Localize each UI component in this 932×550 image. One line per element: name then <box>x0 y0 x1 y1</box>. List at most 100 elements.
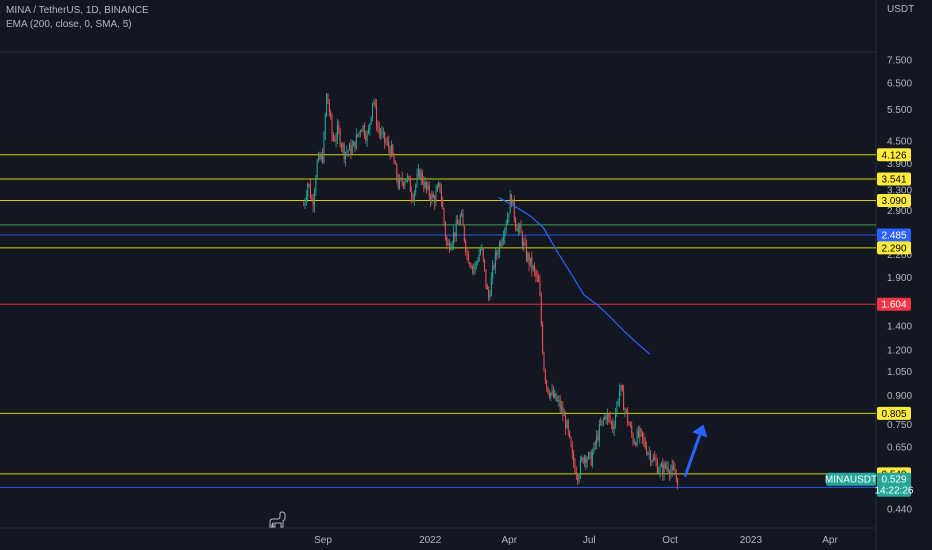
candle-body <box>631 425 633 435</box>
candle-body <box>334 140 336 142</box>
candle-body <box>517 227 519 232</box>
candle-body <box>529 257 531 265</box>
candle <box>550 392 552 402</box>
y-tick-label: 0.900 <box>887 391 912 402</box>
candle-body <box>604 416 606 420</box>
candle-body <box>407 176 409 180</box>
candle-body <box>490 277 492 296</box>
candle-body <box>408 176 410 179</box>
candle <box>606 408 608 426</box>
horizontal-levels <box>0 154 876 488</box>
candle-body <box>319 154 321 160</box>
candle <box>307 181 309 202</box>
candle-body <box>621 385 623 391</box>
current-price-background <box>877 472 911 497</box>
candle-body <box>578 475 580 481</box>
candle-body <box>436 186 438 192</box>
candle <box>459 213 461 227</box>
candle <box>316 158 318 180</box>
candle-body <box>339 130 341 146</box>
candle <box>420 168 422 186</box>
candle <box>525 239 527 263</box>
candle-body <box>378 128 380 132</box>
candle <box>473 263 475 276</box>
candle <box>407 173 409 183</box>
candle-body <box>328 103 330 113</box>
candle <box>443 207 445 227</box>
candle <box>551 383 553 396</box>
candle-body <box>401 178 403 183</box>
candle-body <box>573 453 575 464</box>
candle-body <box>340 145 342 148</box>
candle-body <box>323 134 325 163</box>
candle <box>415 183 417 197</box>
candle <box>639 425 641 445</box>
level-tag-background <box>877 172 911 186</box>
candle <box>366 130 368 148</box>
candle-body <box>620 385 622 390</box>
candle-body <box>519 225 521 228</box>
candle-body <box>304 201 306 206</box>
candle <box>667 461 669 474</box>
candle-body <box>409 178 411 192</box>
candle-body <box>389 148 391 157</box>
candle-body <box>358 131 360 136</box>
candle-body <box>494 252 496 268</box>
candle-body <box>588 452 590 460</box>
candle <box>323 131 325 165</box>
indicator-label[interactable]: EMA (200, close, 0, SMA, 5) <box>6 19 132 30</box>
candle <box>481 243 483 251</box>
candle <box>647 451 649 457</box>
candle-body <box>625 409 627 412</box>
candle <box>386 136 388 147</box>
candle <box>597 430 599 443</box>
candle-body <box>365 135 367 141</box>
candle <box>532 264 534 272</box>
candle <box>413 189 415 206</box>
candle-body <box>639 428 641 437</box>
candle <box>534 262 536 277</box>
x-tick-label: Jul <box>583 535 596 546</box>
candle-body <box>463 226 465 241</box>
arrow-shaft[interactable] <box>683 434 702 477</box>
candle <box>466 248 468 261</box>
candle-body <box>677 477 679 486</box>
candle <box>625 408 627 414</box>
candle-body <box>602 419 604 421</box>
arrow-head[interactable] <box>692 424 708 438</box>
candle-body <box>671 465 673 471</box>
candle-body <box>581 457 583 460</box>
candle <box>660 461 662 468</box>
candle-body <box>520 225 522 233</box>
y-tick-label: 5.500 <box>887 105 912 116</box>
candle-body <box>332 135 334 141</box>
level-price-tag: 3.541 <box>877 172 911 186</box>
candle <box>357 133 359 138</box>
candle <box>427 181 429 191</box>
candle-body <box>431 194 433 202</box>
time-axis[interactable]: Sep 2022 Apr Jul Oct 2023 Apr <box>314 535 838 546</box>
candle-body <box>465 240 467 252</box>
candle-body <box>311 197 313 201</box>
candle <box>374 98 376 109</box>
candle <box>361 128 363 132</box>
candle-body <box>635 442 637 446</box>
candle-body <box>643 437 645 441</box>
candle <box>608 413 610 423</box>
candle <box>590 449 592 467</box>
candle-body <box>421 172 423 183</box>
candle-body <box>511 194 513 206</box>
candle <box>403 181 405 190</box>
candle-body <box>544 370 546 381</box>
candle-body <box>589 452 591 454</box>
price-axis[interactable]: USDT 7.500 6.500 5.500 4.500 3.900 3.300 2.900 2… <box>887 4 914 515</box>
candle <box>544 368 546 384</box>
candle <box>600 417 602 426</box>
candle-body <box>438 182 440 187</box>
level-tag-background <box>877 241 911 255</box>
candle <box>454 232 456 243</box>
price-tags: 4.1263.5413.0902.4852.2901.6040.8050.549… <box>825 148 914 497</box>
candle <box>581 455 583 463</box>
